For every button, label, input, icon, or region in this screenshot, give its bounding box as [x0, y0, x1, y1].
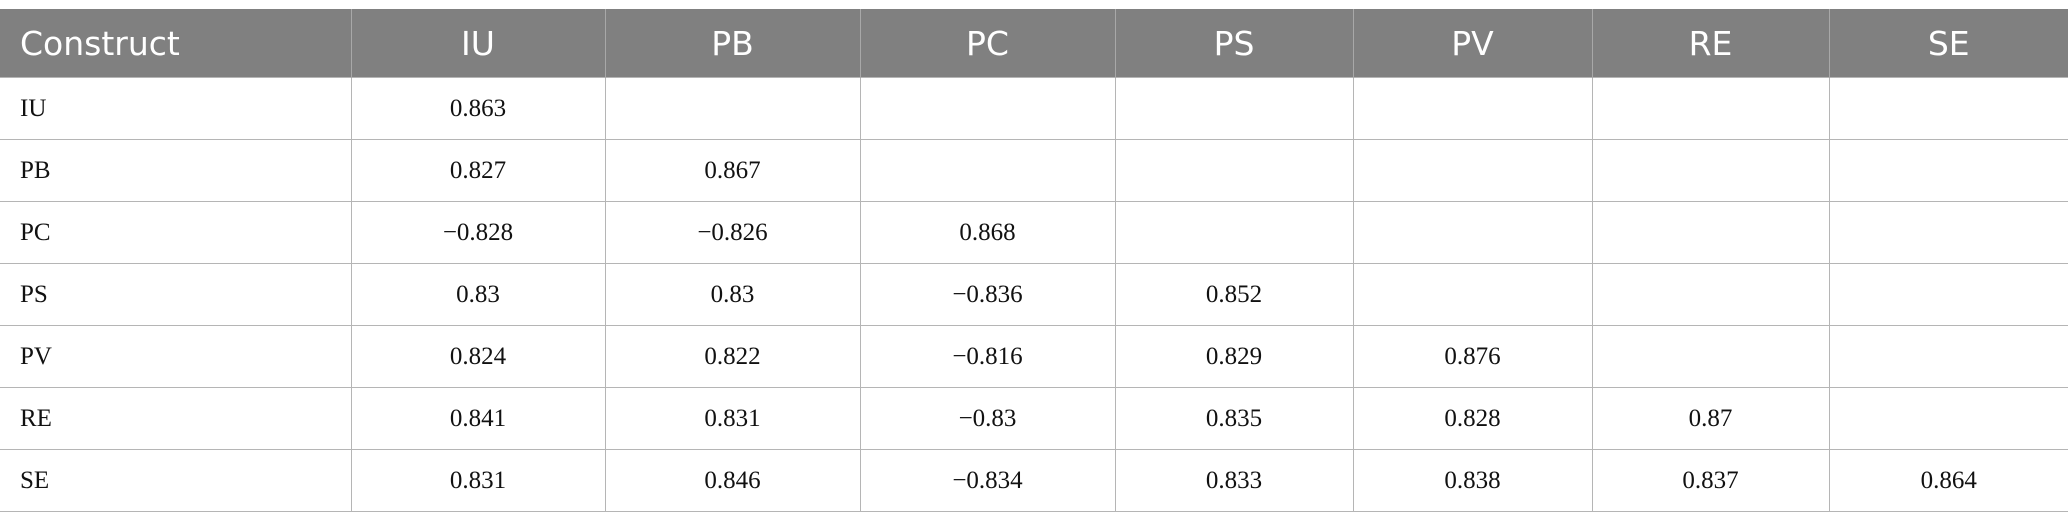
empty-cell [1114, 77, 1354, 140]
empty-cell [1828, 263, 2068, 326]
empty-cell [1591, 77, 1830, 140]
table-row: PB 0.827 0.867 [0, 139, 2068, 202]
value-cell: 0.852 [1114, 263, 1354, 326]
table-row: IU 0.863 [0, 77, 2068, 140]
value-cell: 0.833 [1114, 449, 1354, 512]
value-cell: 0.868 [859, 201, 1116, 264]
empty-cell [1828, 201, 2068, 264]
empty-cell [1114, 139, 1354, 202]
empty-cell [859, 77, 1116, 140]
correlation-table: Construct IU PB PC PS PV RE SE IU 0.863 PB 0.827 0.… [0, 9, 2068, 512]
value-cell: 0.83 [604, 263, 861, 326]
header-cell: PV [1352, 9, 1592, 78]
empty-cell [1591, 263, 1830, 326]
value-cell: 0.83 [350, 263, 606, 326]
value-cell: −0.828 [350, 201, 606, 264]
value-cell: 0.87 [1591, 387, 1830, 450]
value-cell: 0.829 [1114, 325, 1354, 388]
value-cell: 0.867 [604, 139, 861, 202]
empty-cell [1352, 139, 1593, 202]
value-cell: −0.816 [859, 325, 1116, 388]
row-label: SE [0, 449, 352, 512]
value-cell: 0.864 [1828, 449, 2068, 512]
row-label: PV [0, 325, 352, 388]
value-cell: −0.836 [859, 263, 1116, 326]
row-label: RE [0, 387, 352, 450]
row-label: IU [0, 77, 352, 140]
value-cell: −0.826 [604, 201, 861, 264]
table-row: PC −0.828 −0.826 0.868 [0, 201, 2068, 264]
empty-cell [1591, 139, 1830, 202]
value-cell: −0.834 [859, 449, 1116, 512]
empty-cell [859, 139, 1116, 202]
table-row: PV 0.824 0.822 −0.816 0.829 0.876 [0, 325, 2068, 388]
header-cell: PC [859, 9, 1115, 78]
header-row: Construct IU PB PC PS PV RE SE [0, 9, 2068, 78]
header-cell: RE [1591, 9, 1829, 78]
value-cell: 0.822 [604, 325, 861, 388]
empty-cell [1352, 263, 1593, 326]
value-cell: 0.838 [1352, 449, 1593, 512]
empty-cell [1828, 387, 2068, 450]
value-cell: 0.828 [1352, 387, 1593, 450]
empty-cell [1828, 139, 2068, 202]
value-cell: 0.837 [1591, 449, 1830, 512]
value-cell: −0.83 [859, 387, 1116, 450]
table-row: RE 0.841 0.831 −0.83 0.835 0.828 0.87 [0, 387, 2068, 450]
value-cell: 0.846 [604, 449, 861, 512]
row-label: PS [0, 263, 352, 326]
table-body: IU 0.863 PB 0.827 0.867 PC −0.828 −0.826 0.868 PS… [0, 77, 2068, 512]
value-cell: 0.827 [350, 139, 606, 202]
row-label: PB [0, 139, 352, 202]
table-row: PS 0.83 0.83 −0.836 0.852 [0, 263, 2068, 326]
value-cell: 0.831 [350, 449, 606, 512]
empty-cell [1591, 325, 1830, 388]
value-cell: 0.824 [350, 325, 606, 388]
header-cell: Construct [0, 9, 351, 78]
empty-cell [1352, 77, 1593, 140]
header-cell: IU [350, 9, 605, 78]
header-cell: PB [604, 9, 860, 78]
header-cell: PS [1114, 9, 1353, 78]
empty-cell [1114, 201, 1354, 264]
empty-cell [1828, 325, 2068, 388]
empty-cell [1828, 77, 2068, 140]
empty-cell [1352, 201, 1593, 264]
table-row: SE 0.831 0.846 −0.834 0.833 0.838 0.837 0.864 [0, 449, 2068, 512]
empty-cell [1591, 201, 1830, 264]
header-cell: SE [1828, 9, 2068, 78]
value-cell: 0.831 [604, 387, 861, 450]
value-cell: 0.863 [350, 77, 606, 140]
value-cell: 0.876 [1352, 325, 1593, 388]
row-label: PC [0, 201, 352, 264]
value-cell: 0.835 [1114, 387, 1354, 450]
empty-cell [604, 77, 861, 140]
value-cell: 0.841 [350, 387, 606, 450]
